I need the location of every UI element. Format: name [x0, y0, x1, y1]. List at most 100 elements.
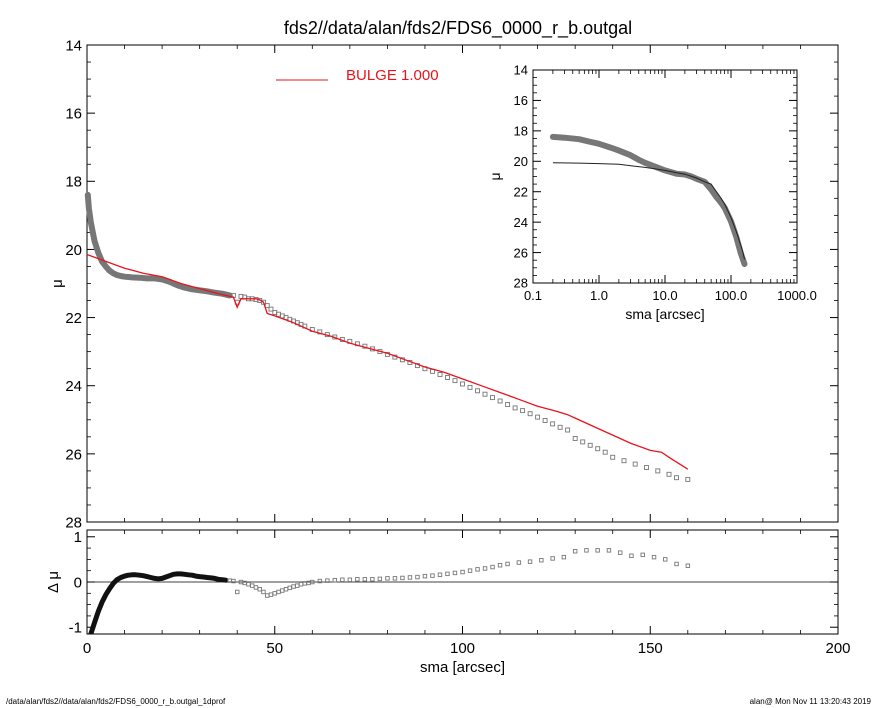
resid-data-marker: [640, 552, 645, 558]
resid-inner-markers: [88, 571, 229, 634]
resid-data-marker: [332, 577, 338, 583]
main-data-marker: [460, 381, 465, 387]
main-y-axis-label: μ: [49, 279, 66, 288]
resid-data-marker: [618, 550, 623, 555]
resid-data-marker: [437, 572, 443, 577]
main-data-marker: [482, 391, 488, 397]
footer-user-timestamp: alan@ Mon Nov 11 13:20:43 2019: [749, 697, 871, 706]
main-y-tick-label: 24: [65, 378, 82, 395]
inset-y-tick-label: 18: [514, 124, 528, 139]
resid-data-marker: [377, 576, 383, 582]
resid-data-marker: [317, 578, 323, 584]
resid-data-marker: [475, 567, 480, 572]
inset-model-line: [552, 162, 745, 260]
main-data-marker: [512, 405, 518, 411]
resid-data-group: [88, 548, 691, 634]
main-data-marker: [655, 468, 661, 474]
resid-data-marker: [235, 589, 240, 595]
inset-panel: 0.1 1.0 10.0 100.0 1000.0 14 16 18 20 22 24 26 28 sma…: [487, 63, 817, 322]
resid-y-tick-label: 0: [74, 574, 82, 591]
resid-x-tick-label: 100: [450, 640, 475, 657]
main-y-tick-label: 14: [65, 37, 82, 54]
main-data-marker: [445, 375, 450, 380]
resid-data-marker: [246, 582, 251, 587]
resid-data-marker: [268, 592, 274, 597]
inset-y-tick-label: 22: [514, 184, 528, 199]
main-data-marker: [632, 461, 638, 467]
inset-y-tick-label: 24: [514, 215, 528, 230]
resid-data-marker: [280, 588, 285, 593]
main-data-marker: [467, 384, 473, 390]
main-data-marker: [527, 411, 533, 417]
inset-background: [533, 70, 797, 283]
resid-data-marker: [663, 557, 668, 562]
inset-y-tick-label: 28: [514, 276, 528, 291]
resid-data-marker: [298, 582, 304, 587]
main-y-tick-label: 16: [65, 106, 82, 123]
resid-data-marker: [606, 548, 612, 553]
chart-title: fds2//data/alan/fds2/FDS6_0000_r_b.outga…: [284, 18, 632, 39]
resid-data-marker: [430, 573, 435, 578]
main-panel: 14 16 18 20 22 24 26 28 μ BULGE 1.000: [49, 37, 839, 531]
resid-data-marker: [497, 563, 503, 568]
resid-data-marker: [325, 578, 330, 583]
main-data-marker: [550, 421, 556, 427]
resid-data-marker: [283, 587, 289, 592]
resid-data-marker: [295, 583, 300, 588]
inset-x-tick-label: 1.0: [590, 288, 608, 303]
main-data-marker: [644, 465, 649, 470]
resid-data-marker: [482, 566, 488, 571]
resid-data-marker: [527, 559, 533, 564]
inset-y-tick-label: 20: [514, 154, 528, 169]
resid-y-axis-label: Δ μ: [45, 571, 62, 593]
resid-data-marker: [561, 554, 567, 560]
resid-data-marker: [445, 571, 450, 577]
resid-data-marker: [231, 578, 236, 584]
inset-x-tick-label: 100.0: [715, 288, 748, 303]
main-data-marker: [610, 454, 616, 460]
resid-data-marker: [276, 589, 281, 595]
resid-data-marker: [272, 591, 277, 596]
inset-y-axis-label: μ: [487, 172, 503, 180]
resid-data-marker: [685, 563, 691, 568]
resid-data-marker: [287, 585, 292, 591]
resid-data-marker: [362, 577, 368, 582]
main-data-marker: [587, 442, 593, 448]
resid-data-marker: [261, 589, 266, 595]
resid-data-marker: [370, 577, 375, 582]
main-data-marker: [505, 402, 511, 407]
resid-data-marker: [467, 568, 473, 573]
main-y-tick-label: 20: [65, 242, 82, 259]
resid-data-marker: [400, 575, 405, 581]
main-data-marker: [565, 427, 571, 433]
resid-data-marker: [291, 584, 296, 589]
resid-data-marker: [355, 577, 360, 582]
main-data-inner-markers: [84, 191, 233, 299]
main-data-marker: [452, 378, 458, 384]
main-data-marker: [580, 439, 586, 445]
main-data-marker: [572, 436, 578, 441]
inset-y-tick-label: 26: [514, 245, 528, 260]
resid-data-marker: [516, 560, 522, 565]
main-data-marker: [595, 446, 601, 452]
inset-data-markers: [549, 133, 748, 267]
resid-data-marker: [550, 556, 555, 561]
resid-data-marker: [265, 593, 270, 598]
main-data-marker: [602, 449, 608, 455]
resid-data-marker: [539, 558, 544, 563]
inset-x-tick-label: 1000.0: [777, 288, 817, 303]
resid-data-marker: [460, 569, 465, 575]
main-y-tick-label: 22: [65, 310, 82, 327]
footer-file-path: /data/alan/fds2//data/alan/fds2/FDS6_000…: [6, 697, 226, 706]
resid-data-marker: [674, 561, 679, 567]
main-data-marker: [674, 475, 679, 481]
main-bulge-model-line: [86, 253, 689, 470]
resid-y-tick-label: -1: [69, 620, 82, 637]
inset-x-tick-label: 0.1: [524, 288, 542, 303]
inset-y-tick-label: 14: [514, 63, 528, 78]
resid-data-marker: [452, 570, 458, 576]
main-data-marker: [557, 424, 563, 430]
main-y-tick-label: 28: [65, 514, 82, 531]
